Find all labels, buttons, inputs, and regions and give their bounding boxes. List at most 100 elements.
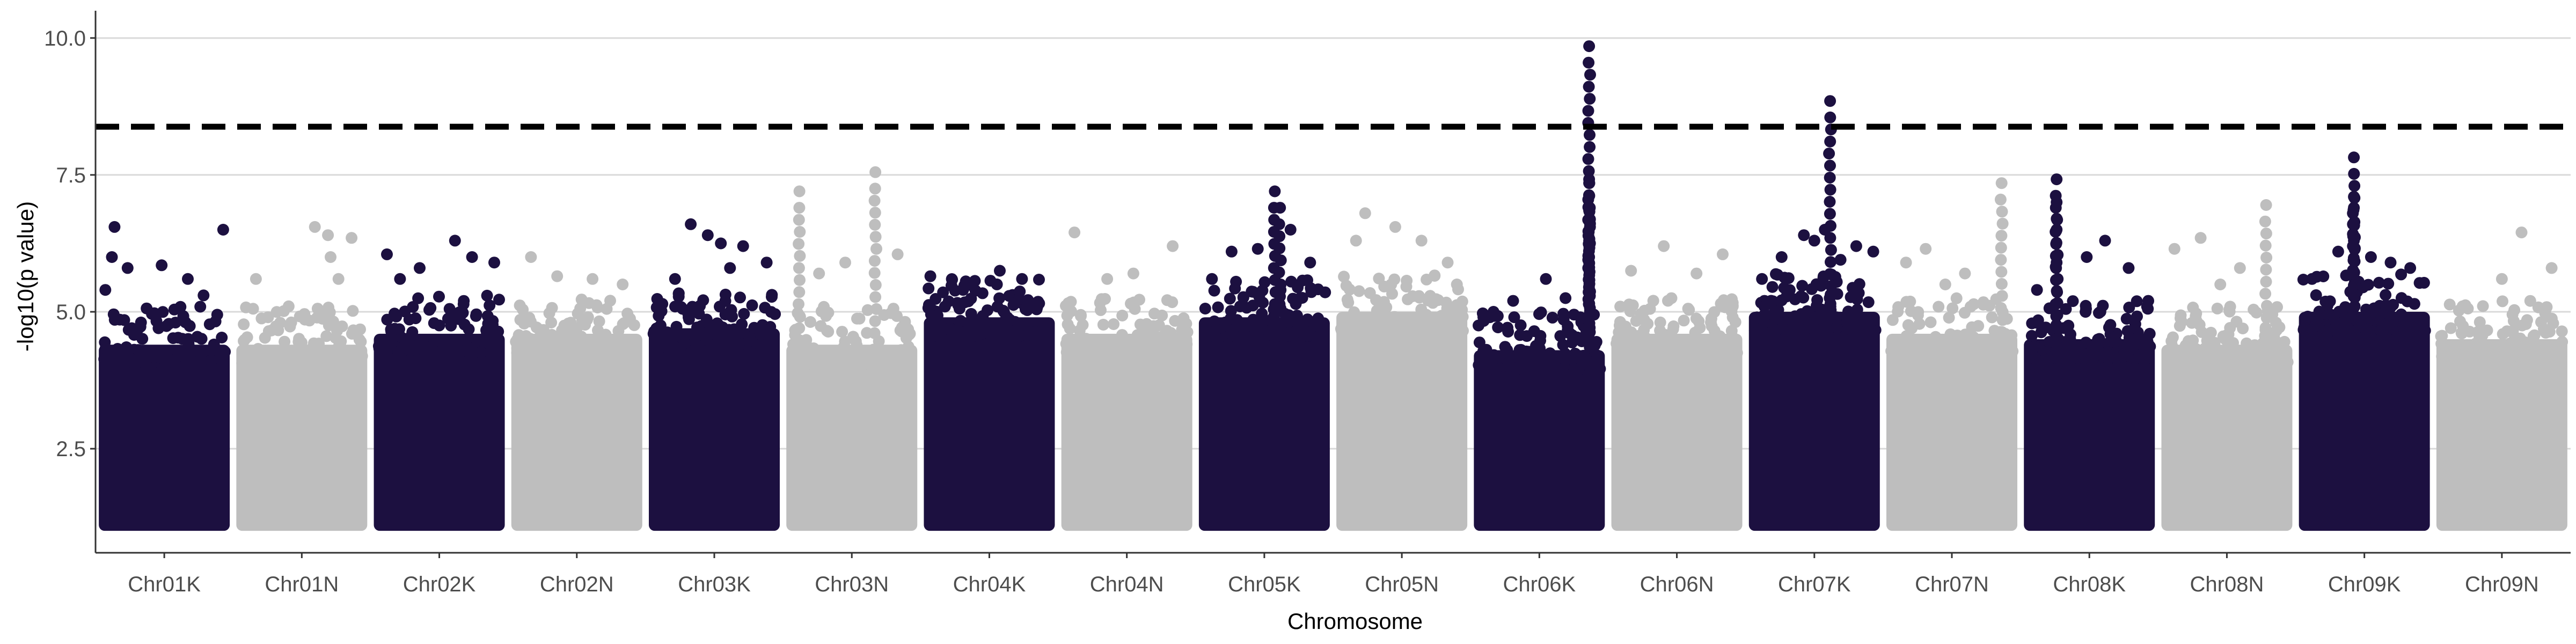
- snp-point: [1853, 278, 1865, 290]
- snp-point: [1986, 311, 1998, 324]
- snp-point: [211, 309, 223, 321]
- snp-peak-point: [2123, 262, 2135, 274]
- snp-point: [2051, 285, 2063, 297]
- snp-point: [1442, 318, 1454, 331]
- snp-point: [804, 347, 816, 360]
- x-tick-label: Chr07N: [1915, 573, 1989, 596]
- snp-point: [216, 357, 229, 370]
- snp-point: [923, 282, 935, 295]
- snp-point: [412, 292, 425, 304]
- snp-point: [824, 357, 836, 370]
- snp-point: [869, 218, 881, 231]
- x-tick-label: Chr07K: [1778, 573, 1851, 596]
- snp-peak-point: [322, 229, 334, 241]
- x-tick-label: Chr08K: [2053, 573, 2126, 596]
- snp-point: [1108, 318, 1120, 330]
- snp-point: [755, 341, 767, 354]
- snp-point: [2348, 279, 2361, 290]
- snp-point: [1996, 217, 2009, 230]
- snp-point: [139, 358, 151, 370]
- snp-point: [1374, 323, 1387, 335]
- snp-point: [1662, 295, 1674, 307]
- dense-points-chr02k: [374, 333, 505, 531]
- snp-point: [1147, 327, 1160, 340]
- snp-point: [327, 316, 339, 327]
- snp-point: [1582, 105, 1594, 117]
- snp-point: [1584, 129, 1596, 141]
- snp-point: [701, 326, 714, 339]
- snp-point: [1168, 345, 1181, 356]
- snp-point: [238, 318, 250, 331]
- snp-point: [1448, 310, 1461, 323]
- x-tick-label: Chr01N: [265, 573, 339, 596]
- snp-point: [821, 325, 833, 337]
- snp-point: [1842, 305, 1854, 318]
- snp-peak-point: [1834, 254, 1847, 266]
- snp-point: [793, 298, 804, 310]
- snp-point: [331, 325, 343, 337]
- snp-peak-point: [1583, 251, 1596, 263]
- snp-point: [832, 346, 844, 358]
- snp-point: [514, 313, 526, 326]
- snp-point: [1274, 242, 1286, 254]
- snp-point: [1824, 135, 1836, 148]
- y-axis-title: -log10(p value): [13, 201, 38, 352]
- snp-point: [1499, 341, 1511, 353]
- chromosome-group-chr02k: [372, 235, 505, 531]
- snp-peak-point: [587, 273, 599, 285]
- snp-point: [1033, 274, 1045, 286]
- snp-point: [1824, 111, 1836, 123]
- snp-point: [1270, 330, 1282, 342]
- snp-peak-point: [1507, 295, 1519, 307]
- snp-point: [1557, 313, 1570, 326]
- snp-point: [766, 291, 778, 303]
- data-points: [98, 40, 2568, 531]
- snp-point: [2473, 330, 2485, 342]
- snp-point: [793, 262, 805, 274]
- snp-point: [1535, 306, 1547, 319]
- snp-point: [2080, 336, 2092, 349]
- x-tick-label: Chr06K: [1503, 573, 1576, 596]
- snp-point: [2550, 352, 2563, 364]
- snp-point: [2055, 344, 2068, 356]
- snp-point: [869, 279, 882, 291]
- snp-point: [2261, 299, 2273, 312]
- dense-points-chr03k: [649, 328, 780, 531]
- snp-peak-point: [1756, 273, 1768, 285]
- snp-point: [112, 357, 124, 369]
- snp-point: [594, 347, 606, 359]
- snp-point: [952, 299, 964, 311]
- snp-point: [1062, 318, 1074, 331]
- snp-point: [1678, 314, 1690, 327]
- snp-peak-point: [724, 262, 736, 274]
- snp-point: [2123, 332, 2135, 344]
- snp-peak-point: [346, 232, 358, 244]
- snp-peak-point: [1225, 245, 1238, 258]
- snp-point: [436, 346, 448, 358]
- chromosome-group-chr01n: [236, 221, 368, 531]
- snp-point: [2165, 335, 2178, 347]
- snp-point: [1614, 301, 1627, 313]
- snp-peak-point: [1583, 40, 1596, 53]
- snp-point: [1348, 306, 1360, 318]
- snp-point: [870, 243, 882, 255]
- snp-point: [842, 352, 854, 364]
- snp-point: [2025, 330, 2038, 342]
- snp-peak-point: [414, 262, 426, 274]
- snp-point: [484, 299, 496, 312]
- snp-point: [1106, 334, 1118, 346]
- snp-point: [1717, 300, 1729, 312]
- snp-point: [247, 303, 259, 315]
- snp-point: [216, 332, 228, 343]
- snp-point: [1781, 290, 1792, 303]
- snp-point: [2348, 180, 2361, 192]
- snp-point: [1413, 291, 1425, 304]
- snp-peak-point: [1900, 257, 1912, 269]
- snp-point: [746, 299, 758, 311]
- snp-point: [1380, 301, 1393, 313]
- snp-peak-point: [449, 235, 461, 247]
- snp-point: [1199, 303, 1211, 314]
- snp-peak-point: [2051, 173, 2063, 186]
- snp-point: [546, 302, 558, 314]
- chromosome-group-chr05k: [1198, 185, 1331, 531]
